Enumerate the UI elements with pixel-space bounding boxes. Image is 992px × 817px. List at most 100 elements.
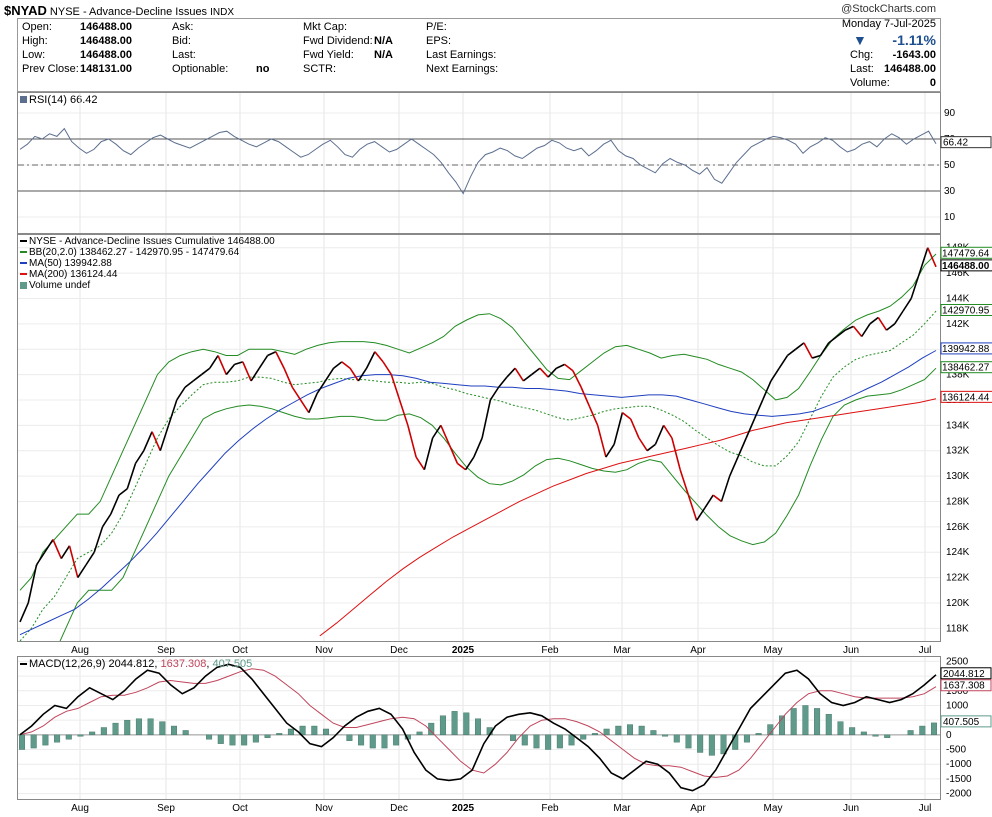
price-tag-box-2 [940, 303, 992, 316]
prev-close-label: Prev Close: [22, 63, 79, 75]
x-tick-Apr: Apr [690, 645, 706, 656]
price-tag-4: 138462.27 [942, 363, 990, 374]
rsi-legend-swatch [20, 96, 27, 103]
macd-hist-bar [743, 734, 750, 743]
macd-legend-sep1: , [154, 658, 161, 670]
last-label-2: Last: [850, 63, 874, 75]
macd-hist-bar [451, 711, 458, 736]
price-segment [382, 361, 393, 375]
macd-tag-box-2 [940, 715, 992, 728]
price-segment [167, 399, 178, 426]
price-segment [588, 405, 599, 426]
price-tick-142K: 142K [946, 319, 970, 330]
macd-hist-bar [229, 734, 236, 746]
symbol: $NYAD [4, 3, 47, 18]
price-segment [209, 355, 219, 369]
price-segment [572, 370, 582, 388]
fwd-yield-label: Fwd Yield: [303, 49, 354, 61]
bid-label: Bid: [172, 35, 191, 47]
macd-hist-bar [439, 715, 446, 736]
price-segment [679, 469, 690, 496]
price-tag-1: 146488.00 [942, 261, 990, 272]
macd-hist-bar [89, 731, 96, 736]
optionable-value: no [256, 63, 270, 75]
price-segment [324, 367, 335, 382]
price-segment [176, 386, 186, 401]
price-segment [151, 431, 162, 452]
rsi-chart [18, 93, 940, 233]
macd-hist-bar [755, 733, 762, 736]
watermark: @StockCharts.com [841, 3, 936, 15]
price-segment [704, 494, 714, 509]
price-segment [712, 494, 722, 503]
macd-hist-bar [147, 718, 154, 736]
price-segment [407, 425, 417, 458]
price-segment [877, 317, 888, 331]
macd-hist-bar [603, 728, 610, 736]
macd-hist-bar [580, 734, 587, 740]
price-segment [539, 367, 549, 378]
rsi-tick-90: 90 [944, 108, 956, 119]
ask-label: Ask: [172, 21, 194, 33]
price-segment [27, 564, 38, 604]
price-segment [192, 373, 203, 382]
x-tick-Oct: Oct [232, 645, 248, 656]
macd-legend-signal: 1637.308 [160, 658, 207, 670]
macd-hist-bar [475, 718, 482, 736]
rsi-tick-30: 30 [944, 186, 956, 197]
change-percent: -1.11% [892, 32, 936, 48]
macd-hist-bar [42, 734, 49, 746]
price-segment [365, 351, 376, 369]
macd-hist-bar [720, 734, 727, 755]
price-tick-124K: 124K [946, 547, 970, 558]
macd-hist-bar [287, 728, 294, 736]
macd-hist-bar [323, 728, 330, 736]
macd-legend-hist: 407.505 [212, 658, 253, 670]
macd-hist-bar [206, 734, 213, 740]
price-segment [522, 373, 533, 382]
macd-hist-bar [627, 724, 634, 736]
price-segment [894, 310, 904, 325]
macd-tick-0: 0 [946, 730, 952, 741]
price-segment [118, 488, 128, 496]
macd-hist-bar [416, 731, 423, 736]
price-segment [333, 361, 343, 369]
macd-hist-bar [112, 722, 119, 736]
pe-label: P/E: [426, 21, 447, 33]
price-segment [811, 354, 821, 359]
price-segment [506, 367, 516, 378]
price-segment [126, 463, 137, 489]
macd-hist-bar [65, 734, 72, 740]
bb-upper [19, 253, 937, 591]
open-value: 146488.00 [80, 21, 132, 33]
macd-hist-bar [54, 734, 61, 743]
macd-legend: MACD(12,26,9) 2044.812, 1637.308, 407.50… [20, 658, 252, 670]
x-tick-Sep: Sep [157, 645, 175, 656]
price-segment [283, 367, 294, 388]
macd-panel: MACD(12,26,9) 2044.812, 1637.308, 407.50… [17, 656, 941, 800]
price-segment [696, 507, 706, 521]
eps-label: EPS: [426, 35, 452, 47]
price-tick-134K: 134K [946, 420, 970, 431]
x-tick-May: May [764, 803, 783, 814]
price-segment [258, 355, 269, 369]
macd-legend-sep2: , [206, 658, 213, 670]
x-tick-Dec: Dec [390, 645, 408, 656]
price-segment [761, 380, 772, 401]
macd-hist-bar [135, 718, 142, 736]
price-segment [861, 323, 871, 337]
macd-hist-bar [30, 734, 37, 749]
price-segment [225, 363, 236, 376]
price-segment [299, 399, 310, 414]
price-segment [85, 551, 95, 566]
macd-hist-bar [837, 721, 844, 736]
macd-tick--1500: -1500 [946, 774, 972, 785]
price-segment [728, 456, 739, 477]
price-segment [778, 355, 789, 369]
macd-tick--2000: -2000 [946, 789, 972, 800]
macd-hist-bar [77, 734, 84, 737]
macd-tag-box-1 [940, 679, 992, 692]
price-tag-box-3 [940, 342, 992, 355]
price-segment [390, 374, 401, 401]
x-tick-Mar: Mar [613, 803, 631, 814]
